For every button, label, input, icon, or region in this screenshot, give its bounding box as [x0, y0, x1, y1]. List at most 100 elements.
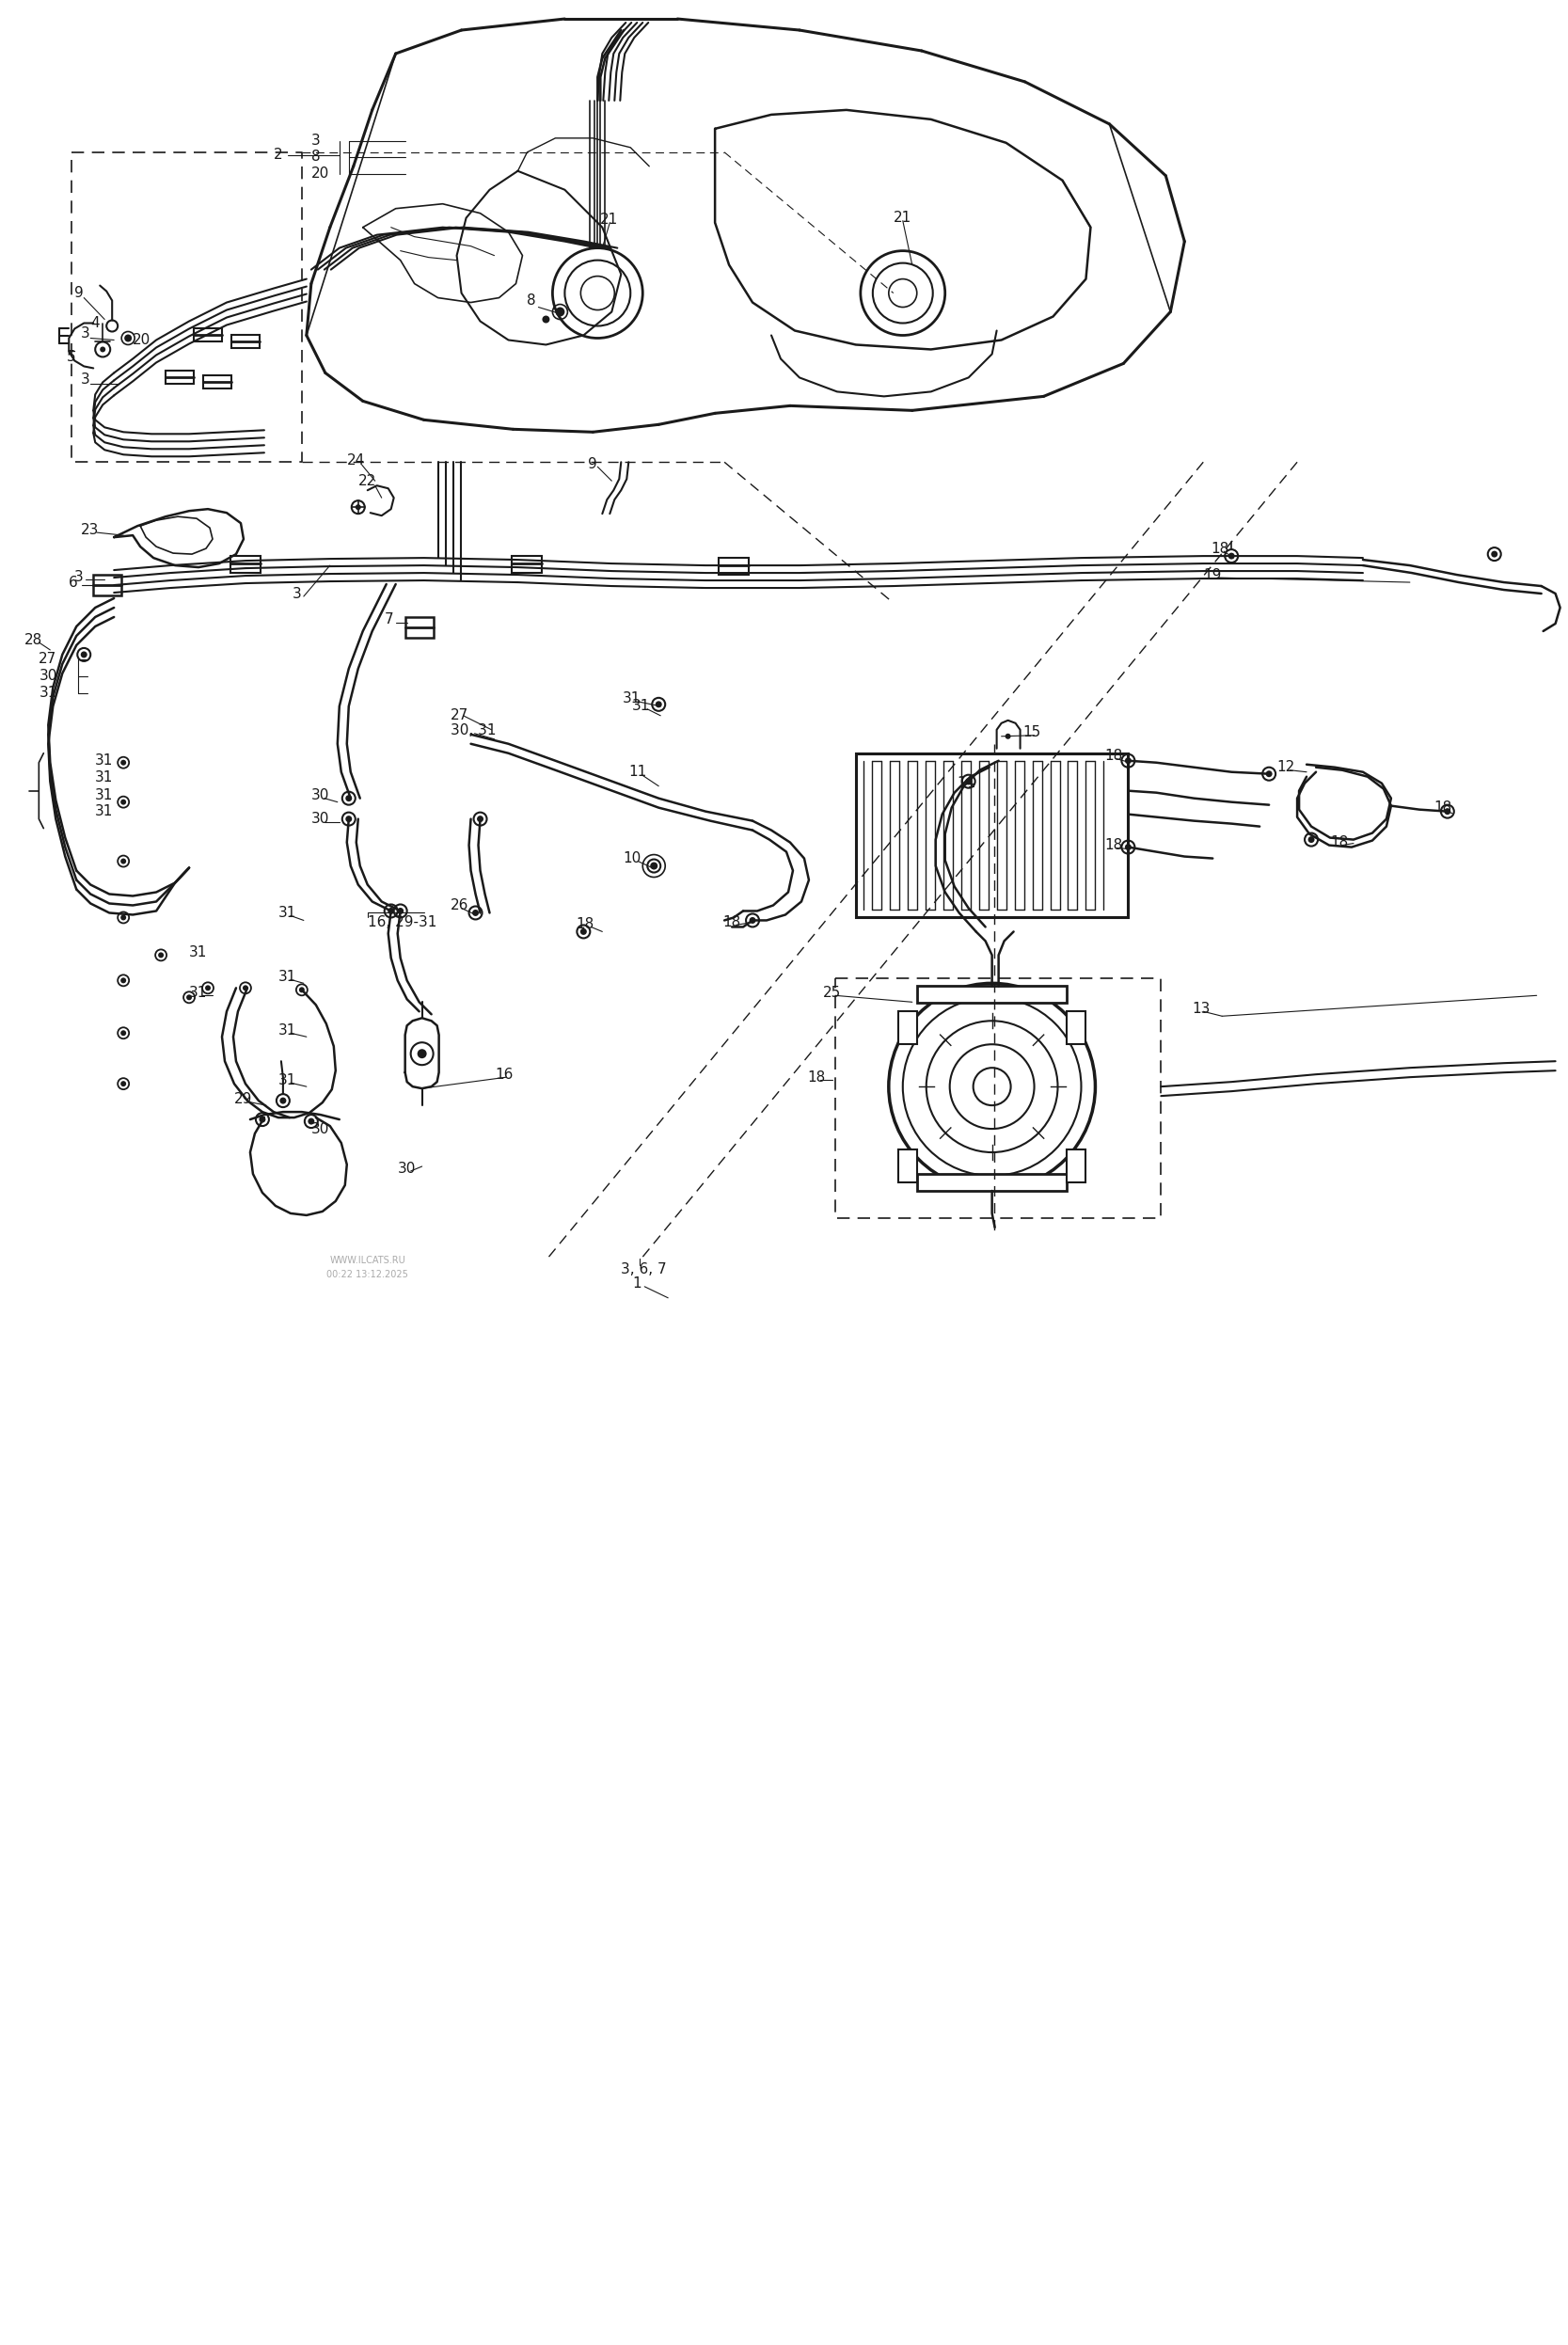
Circle shape — [243, 985, 248, 992]
Circle shape — [397, 908, 403, 915]
Text: 11: 11 — [629, 764, 646, 779]
Text: 18: 18 — [575, 917, 594, 931]
Text: WWW.ILCATS.RU: WWW.ILCATS.RU — [329, 1255, 406, 1264]
Circle shape — [205, 985, 210, 992]
Text: 18: 18 — [1330, 835, 1348, 849]
Text: 30: 30 — [310, 1121, 329, 1135]
Text: 18: 18 — [1433, 800, 1452, 814]
Text: 3: 3 — [75, 570, 83, 584]
Bar — [1068, 1149, 1087, 1182]
Circle shape — [259, 1116, 265, 1123]
Circle shape — [121, 760, 125, 764]
Text: 30, 31: 30, 31 — [450, 725, 495, 739]
Text: 13: 13 — [1192, 1001, 1210, 1015]
Text: 31: 31 — [96, 772, 113, 786]
Text: 3, 6, 7: 3, 6, 7 — [621, 1262, 666, 1276]
Text: 25: 25 — [823, 985, 840, 999]
Text: 31: 31 — [279, 968, 296, 985]
Text: 9: 9 — [75, 286, 83, 300]
Circle shape — [124, 335, 132, 342]
Text: 31: 31 — [632, 699, 651, 713]
Text: 30: 30 — [310, 811, 329, 825]
Text: 5: 5 — [67, 349, 77, 363]
Circle shape — [299, 987, 304, 992]
Text: 31: 31 — [96, 804, 113, 818]
Text: 4: 4 — [91, 317, 100, 331]
Text: 21: 21 — [601, 213, 618, 227]
Text: 8: 8 — [527, 293, 536, 307]
Text: 31: 31 — [622, 692, 641, 706]
Text: 20: 20 — [310, 166, 329, 181]
Text: 6: 6 — [69, 575, 78, 589]
Bar — [856, 753, 1127, 917]
Circle shape — [555, 307, 564, 317]
Circle shape — [121, 1081, 125, 1086]
Text: 29: 29 — [234, 1093, 252, 1107]
Text: 3: 3 — [82, 326, 91, 340]
Bar — [917, 987, 1068, 1004]
Bar — [166, 371, 194, 385]
Circle shape — [1124, 757, 1132, 764]
Text: 28: 28 — [25, 633, 42, 647]
Circle shape — [121, 858, 125, 863]
Bar — [917, 1175, 1068, 1191]
Text: 31: 31 — [190, 945, 207, 959]
Text: 9: 9 — [588, 457, 597, 471]
Text: 24: 24 — [347, 453, 365, 467]
Text: 31: 31 — [279, 1022, 296, 1036]
Circle shape — [472, 910, 478, 917]
Text: 7: 7 — [384, 612, 394, 626]
Circle shape — [121, 978, 125, 983]
Text: 3: 3 — [292, 586, 301, 600]
Text: 30: 30 — [310, 788, 329, 802]
Text: 18: 18 — [1105, 837, 1123, 851]
Circle shape — [1005, 734, 1011, 739]
Text: 19: 19 — [1203, 567, 1221, 582]
Text: 3: 3 — [82, 373, 91, 387]
Circle shape — [345, 795, 353, 802]
Bar — [194, 328, 223, 342]
Circle shape — [966, 779, 972, 786]
Bar — [898, 1011, 917, 1044]
Circle shape — [100, 347, 105, 352]
Circle shape — [543, 317, 550, 324]
Circle shape — [1308, 837, 1314, 842]
Bar — [898, 1149, 917, 1182]
Circle shape — [477, 816, 483, 823]
Circle shape — [889, 983, 1096, 1189]
Circle shape — [1228, 553, 1234, 560]
Text: 16, 29-31: 16, 29-31 — [367, 915, 436, 929]
Circle shape — [651, 863, 657, 870]
Text: 31: 31 — [39, 687, 56, 701]
Text: 22: 22 — [358, 474, 376, 488]
Circle shape — [387, 908, 394, 915]
Bar — [94, 575, 121, 596]
Circle shape — [187, 994, 191, 1001]
Text: 31: 31 — [279, 905, 296, 919]
Circle shape — [345, 816, 353, 823]
Text: 2: 2 — [274, 148, 282, 162]
Text: 18: 18 — [1105, 748, 1123, 762]
Circle shape — [121, 915, 125, 919]
Circle shape — [80, 652, 88, 659]
Text: 23: 23 — [82, 523, 99, 537]
Text: 3: 3 — [310, 134, 320, 148]
Text: 31: 31 — [96, 753, 113, 767]
Text: 10: 10 — [622, 851, 641, 865]
Text: 18: 18 — [723, 915, 740, 929]
Circle shape — [1444, 809, 1450, 814]
Bar — [405, 617, 433, 638]
Circle shape — [1491, 551, 1497, 558]
Bar — [513, 556, 543, 572]
Circle shape — [356, 504, 361, 509]
Circle shape — [121, 1029, 125, 1036]
Circle shape — [158, 952, 163, 957]
Text: 18: 18 — [1210, 542, 1229, 556]
Circle shape — [307, 1119, 315, 1126]
Text: 8: 8 — [310, 150, 320, 164]
Circle shape — [580, 929, 586, 936]
Text: 12: 12 — [1276, 760, 1295, 774]
Text: 21: 21 — [894, 211, 911, 225]
Circle shape — [750, 917, 756, 924]
Text: 27: 27 — [39, 652, 56, 666]
